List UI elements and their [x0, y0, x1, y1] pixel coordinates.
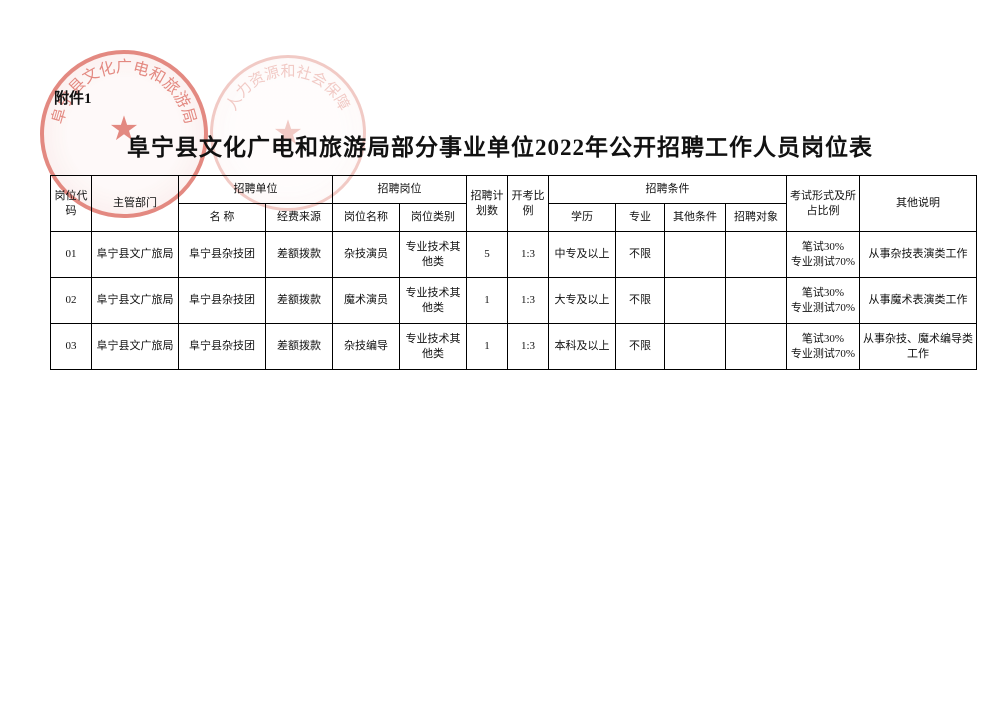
table-cell — [665, 232, 726, 278]
table-cell — [726, 278, 787, 324]
table-cell: 阜宁县文广旅局 — [92, 324, 179, 370]
th-target: 招聘对象 — [726, 204, 787, 232]
th-post-name: 岗位名称 — [333, 204, 400, 232]
th-ratio: 开考比例 — [508, 176, 549, 232]
svg-text:人力资源和社会保障: 人力资源和社会保障 — [223, 63, 353, 113]
table-cell: 不限 — [616, 324, 665, 370]
table-cell — [665, 278, 726, 324]
th-post-type: 岗位类别 — [400, 204, 467, 232]
table-cell: 专业技术其他类 — [400, 278, 467, 324]
table-cell: 差额拨款 — [266, 324, 333, 370]
table-cell: 阜宁县文广旅局 — [92, 278, 179, 324]
th-exam: 考试形式及所占比例 — [787, 176, 860, 232]
table-cell: 差额拨款 — [266, 278, 333, 324]
table-cell: 从事杂技表演类工作 — [860, 232, 977, 278]
seal-pink-text: 人力资源和社会保障 — [223, 63, 353, 113]
table-cell — [726, 232, 787, 278]
table-cell: 1 — [467, 324, 508, 370]
attachment-label: 附件1 — [54, 87, 92, 108]
th-plan: 招聘计划数 — [467, 176, 508, 232]
th-cond-group: 招聘条件 — [549, 176, 787, 204]
table-cell: 从事杂技、魔术编导类工作 — [860, 324, 977, 370]
page-title: 阜宁县文化广电和旅游局部分事业单位2022年公开招聘工作人员岗位表 — [0, 128, 1000, 162]
table-cell — [665, 324, 726, 370]
table-cell: 1:3 — [508, 278, 549, 324]
table-cell: 阜宁县杂技团 — [179, 232, 266, 278]
table-row: 02阜宁县文广旅局阜宁县杂技团差额拨款魔术演员专业技术其他类11:3大专及以上不… — [51, 278, 977, 324]
table-cell: 杂技编导 — [333, 324, 400, 370]
table-cell: 大专及以上 — [549, 278, 616, 324]
table-cell: 不限 — [616, 278, 665, 324]
table-cell: 阜宁县文广旅局 — [92, 232, 179, 278]
table-cell: 笔试30%专业测试70% — [787, 324, 860, 370]
th-post-group: 招聘岗位 — [333, 176, 467, 204]
th-other-cond: 其他条件 — [665, 204, 726, 232]
th-code: 岗位代码 — [51, 176, 92, 232]
table-cell — [726, 324, 787, 370]
recruitment-table: 岗位代码 主管部门 招聘单位 招聘岗位 招聘计划数 开考比例 招聘条件 考试形式… — [50, 175, 977, 370]
th-unit-group: 招聘单位 — [179, 176, 333, 204]
table-cell: 1 — [467, 278, 508, 324]
table-cell: 5 — [467, 232, 508, 278]
table-cell: 1:3 — [508, 232, 549, 278]
table-cell: 02 — [51, 278, 92, 324]
table-cell: 笔试30%专业测试70% — [787, 232, 860, 278]
th-unit-fund: 经费来源 — [266, 204, 333, 232]
th-unit-name: 名 称 — [179, 204, 266, 232]
table-cell: 差额拨款 — [266, 232, 333, 278]
table-cell: 从事魔术表演类工作 — [860, 278, 977, 324]
th-edu: 学历 — [549, 204, 616, 232]
table-cell: 笔试30%专业测试70% — [787, 278, 860, 324]
table-cell: 阜宁县杂技团 — [179, 324, 266, 370]
table-cell: 杂技演员 — [333, 232, 400, 278]
table-cell: 不限 — [616, 232, 665, 278]
th-dept: 主管部门 — [92, 176, 179, 232]
table-cell: 专业技术其他类 — [400, 232, 467, 278]
table-cell: 1:3 — [508, 324, 549, 370]
table-cell: 01 — [51, 232, 92, 278]
table-cell: 03 — [51, 324, 92, 370]
table-cell: 专业技术其他类 — [400, 324, 467, 370]
table-row: 03阜宁县文广旅局阜宁县杂技团差额拨款杂技编导专业技术其他类11:3本科及以上不… — [51, 324, 977, 370]
th-remark: 其他说明 — [860, 176, 977, 232]
table-cell: 中专及以上 — [549, 232, 616, 278]
table-cell: 魔术演员 — [333, 278, 400, 324]
th-major: 专业 — [616, 204, 665, 232]
table-cell: 本科及以上 — [549, 324, 616, 370]
table-cell: 阜宁县杂技团 — [179, 278, 266, 324]
table-row: 01阜宁县文广旅局阜宁县杂技团差额拨款杂技演员专业技术其他类51:3中专及以上不… — [51, 232, 977, 278]
